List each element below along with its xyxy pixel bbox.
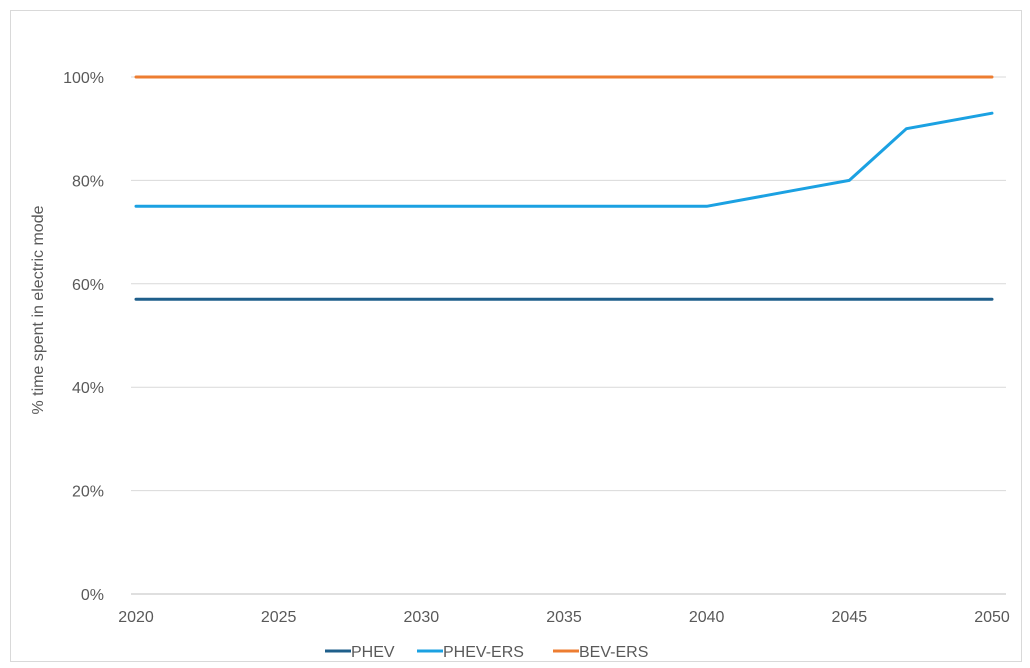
gridlines [131,76,1006,595]
y-tick-label: 100% [63,70,104,87]
x-tick-label: 2035 [546,609,582,626]
x-tick-label: 2020 [118,609,154,626]
x-tick-label: 2045 [832,609,868,626]
legend-label-phev: PHEV [351,644,395,661]
y-tick-label: 20% [72,484,104,501]
series-line-phev-ers [134,111,994,208]
chart-frame [10,10,1022,662]
y-tick-label: 0% [81,587,104,604]
y-tick-label: 80% [72,173,104,190]
y-tick-label: 40% [72,380,104,397]
x-tick-label: 2025 [261,609,297,626]
x-tick-labels: 2020 2025 2030 2035 2040 2045 2050 [118,609,1010,626]
y-tick-label: 60% [72,277,104,294]
x-tick-label: 2030 [404,609,440,626]
y-tick-labels: 0% 20% 40% 60% 80% 100% [63,70,104,604]
legend: PHEV PHEV-ERS BEV-ERS [325,644,648,661]
series-lines [134,75,994,301]
legend-label-bev-ers: BEV-ERS [579,644,648,661]
y-axis-title: % time spent in electric mode [30,205,47,414]
x-tick-label: 2040 [689,609,725,626]
legend-label-phev-ers: PHEV-ERS [443,644,524,661]
x-tick-label: 2050 [974,609,1010,626]
